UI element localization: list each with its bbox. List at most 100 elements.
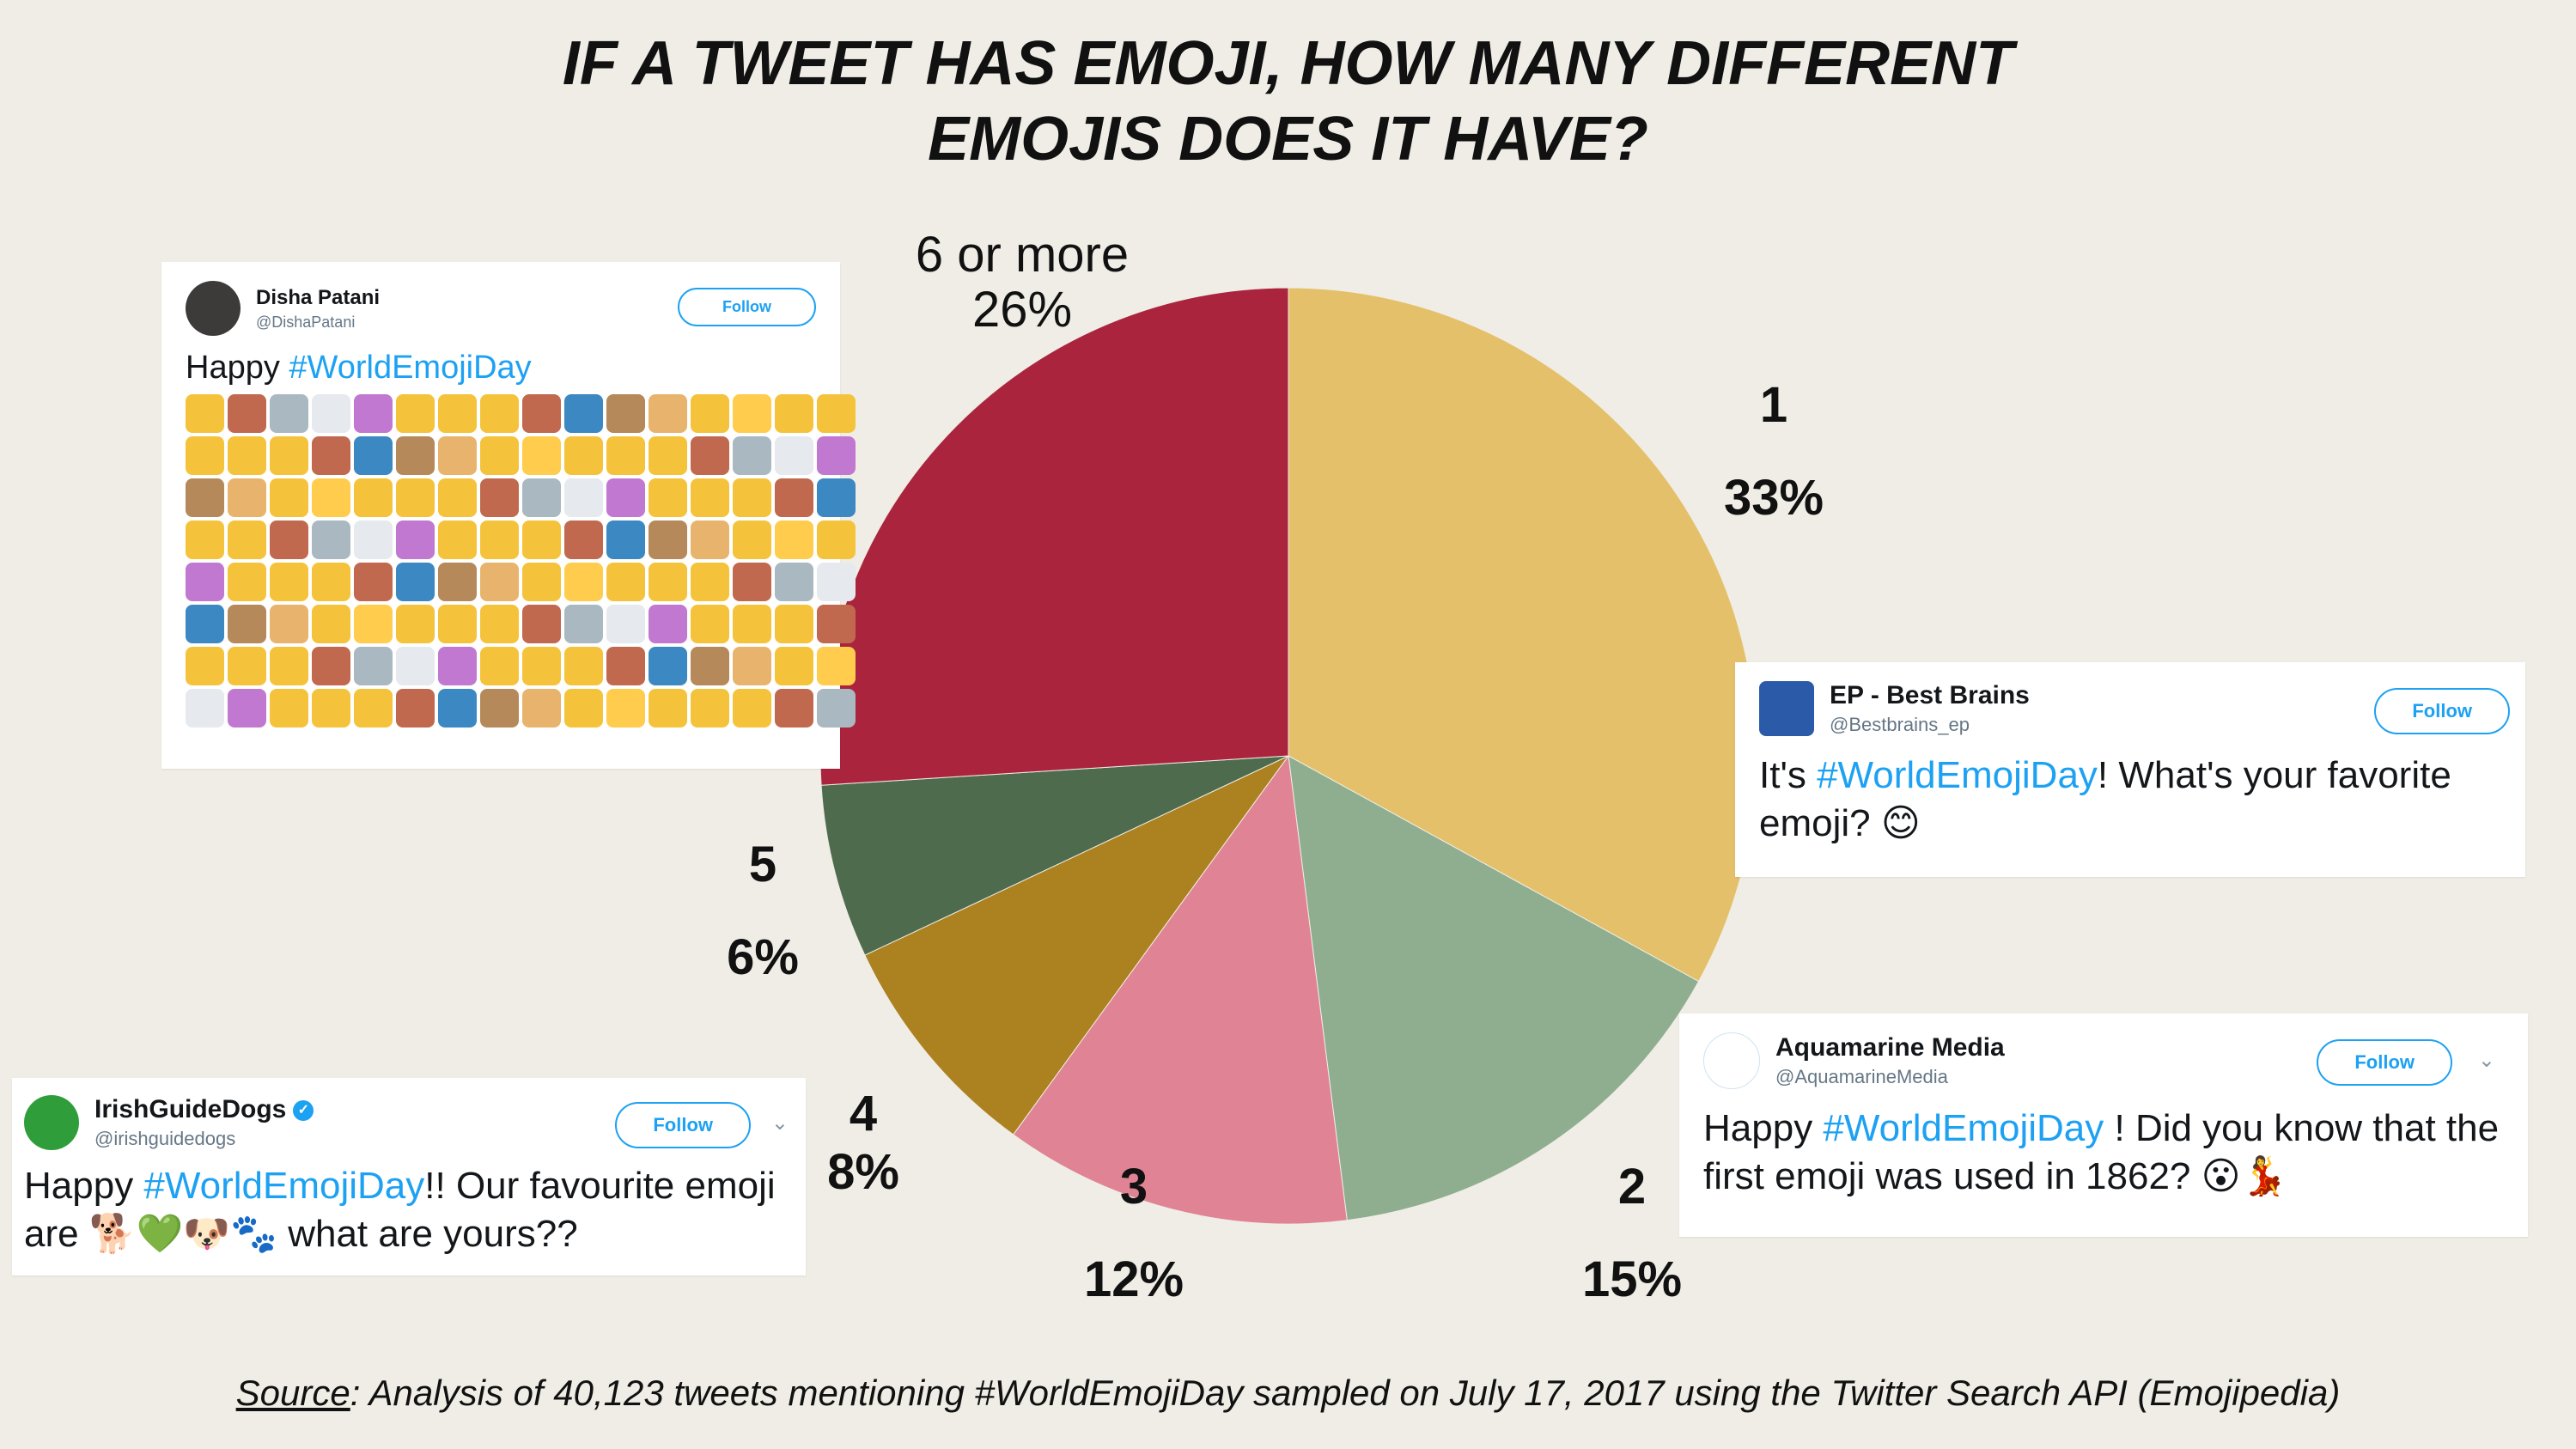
emoji-icon: [270, 605, 308, 643]
tweet-author-name: Disha Patani: [256, 285, 381, 309]
emoji-icon: [354, 563, 393, 601]
tweet-text: Happy #WorldEmojiDay!! Our favourite emo…: [24, 1162, 794, 1258]
emoji-icon: [775, 563, 813, 601]
tweet-text-suffix: !! Our favourite emoji are: [24, 1165, 776, 1255]
hashtag-link[interactable]: #WorldEmojiDay: [143, 1165, 425, 1207]
emoji-icon: [270, 521, 308, 559]
chevron-down-icon[interactable]: ⌄: [770, 1111, 789, 1135]
hashtag-link[interactable]: #WorldEmojiDay: [289, 350, 532, 386]
tweet-author-handle: @irishguidedogs: [94, 1128, 236, 1149]
tweet-text-prefix: It's: [1759, 754, 1818, 796]
emoji-icon: [817, 647, 856, 685]
emoji-icon: [691, 394, 729, 433]
tweet-header: EP - Best Brains @Bestbrains_ep Follow: [1759, 681, 2510, 736]
emoji-icon: [186, 563, 224, 601]
slice-label-1: 1 33%: [1645, 378, 1903, 526]
emoji-icon: [522, 521, 561, 559]
emoji-icon: [480, 689, 519, 728]
emoji-icon: [522, 394, 561, 433]
emoji-icon: [649, 605, 687, 643]
emoji-icon: [606, 605, 645, 643]
emoji-icon: [564, 436, 603, 475]
emoji-icon: [649, 521, 687, 559]
emoji-icon: [649, 394, 687, 433]
emoji-icon: [270, 478, 308, 517]
chevron-down-icon[interactable]: ⌄: [2477, 1049, 2495, 1072]
dog-heart-paws-icon: 🐕💚🐶🐾: [88, 1212, 277, 1256]
tweet-card-disha: Disha Patani @DishaPatani Follow Happy #…: [161, 262, 856, 769]
emoji-icon: [775, 436, 813, 475]
emoji-icon: [312, 478, 350, 517]
emoji-icon: [228, 394, 266, 433]
emoji-icon: [480, 478, 519, 517]
slice-label-2: 2 15%: [1503, 1160, 1761, 1307]
emoji-icon: [354, 605, 393, 643]
tweet-author-handle: @AquamarineMedia: [1775, 1066, 1948, 1087]
emoji-icon: [270, 436, 308, 475]
emoji-icon: [270, 394, 308, 433]
emoji-icon: [649, 478, 687, 517]
emoji-icon: [186, 394, 224, 433]
emoji-icon: [691, 563, 729, 601]
emoji-icon: [733, 394, 771, 433]
emoji-icon: [564, 478, 603, 517]
emoji-icon: [564, 563, 603, 601]
emoji-icon: [522, 605, 561, 643]
emoji-icon: [775, 605, 813, 643]
slice-label-3: 3 12%: [1005, 1160, 1263, 1307]
emoji-icon: [186, 436, 224, 475]
emoji-icon: [228, 689, 266, 728]
emoji-icon: [480, 436, 519, 475]
emoji-icon: [354, 478, 393, 517]
source-label: Source: [235, 1373, 350, 1413]
emoji-icon: [438, 563, 477, 601]
avatar[interactable]: [186, 281, 241, 336]
tweet-text-end: what are yours??: [277, 1213, 578, 1255]
pie-slice-6-or-more: [819, 287, 1289, 786]
pie-slice-2: [1288, 755, 1700, 1221]
emoji-icon: [186, 647, 224, 685]
emoji-grid: [186, 394, 856, 728]
emoji-icon: [606, 394, 645, 433]
hashtag-link[interactable]: #WorldEmojiDay: [1817, 754, 2098, 796]
emoji-icon: [733, 478, 771, 517]
emoji-icon: [270, 689, 308, 728]
emoji-icon: [606, 521, 645, 559]
emoji-icon: [396, 436, 435, 475]
slice-percent: 12%: [1083, 1251, 1184, 1307]
emoji-icon: [312, 689, 350, 728]
avatar[interactable]: [1703, 1032, 1760, 1089]
emoji-icon: [396, 478, 435, 517]
follow-button[interactable]: Follow: [615, 1102, 751, 1148]
follow-button[interactable]: Follow: [2317, 1039, 2452, 1086]
emoji-icon: [438, 605, 477, 643]
emoji-icon: [564, 394, 603, 433]
emoji-icon: [480, 394, 519, 433]
pie-slice-5: [820, 755, 1289, 956]
hashtag-link[interactable]: #WorldEmojiDay: [1823, 1107, 2104, 1149]
emoji-icon: [312, 394, 350, 433]
emoji-icon: [480, 521, 519, 559]
emoji-icon: [691, 478, 729, 517]
emoji-icon: [691, 436, 729, 475]
avatar[interactable]: [1759, 681, 1814, 736]
slice-percent: 8%: [827, 1143, 899, 1200]
tweet-author-name: IrishGuideDogs ✓: [94, 1095, 314, 1124]
slice-category: 1: [1759, 377, 1788, 433]
chart-title-line-1: IF A TWEET HAS EMOJI, HOW MANY DIFFERENT: [562, 29, 2014, 98]
emoji-icon: [396, 521, 435, 559]
avatar[interactable]: [24, 1095, 79, 1150]
tweet-card-aquamarine: Aquamarine Media @AquamarineMedia Follow…: [1679, 1014, 2528, 1237]
emoji-icon: [312, 647, 350, 685]
follow-button[interactable]: Follow: [678, 288, 816, 326]
follow-button[interactable]: Follow: [2374, 688, 2510, 734]
slice-label-4: 4 8%: [734, 1087, 992, 1200]
emoji-icon: [396, 605, 435, 643]
emoji-icon: [522, 563, 561, 601]
emoji-icon: [480, 647, 519, 685]
emoji-icon: [354, 647, 393, 685]
slice-category: 2: [1617, 1159, 1647, 1215]
tweet-author-handle: @Bestbrains_ep: [1830, 714, 1970, 735]
emoji-icon: [691, 647, 729, 685]
emoji-icon: [186, 521, 224, 559]
